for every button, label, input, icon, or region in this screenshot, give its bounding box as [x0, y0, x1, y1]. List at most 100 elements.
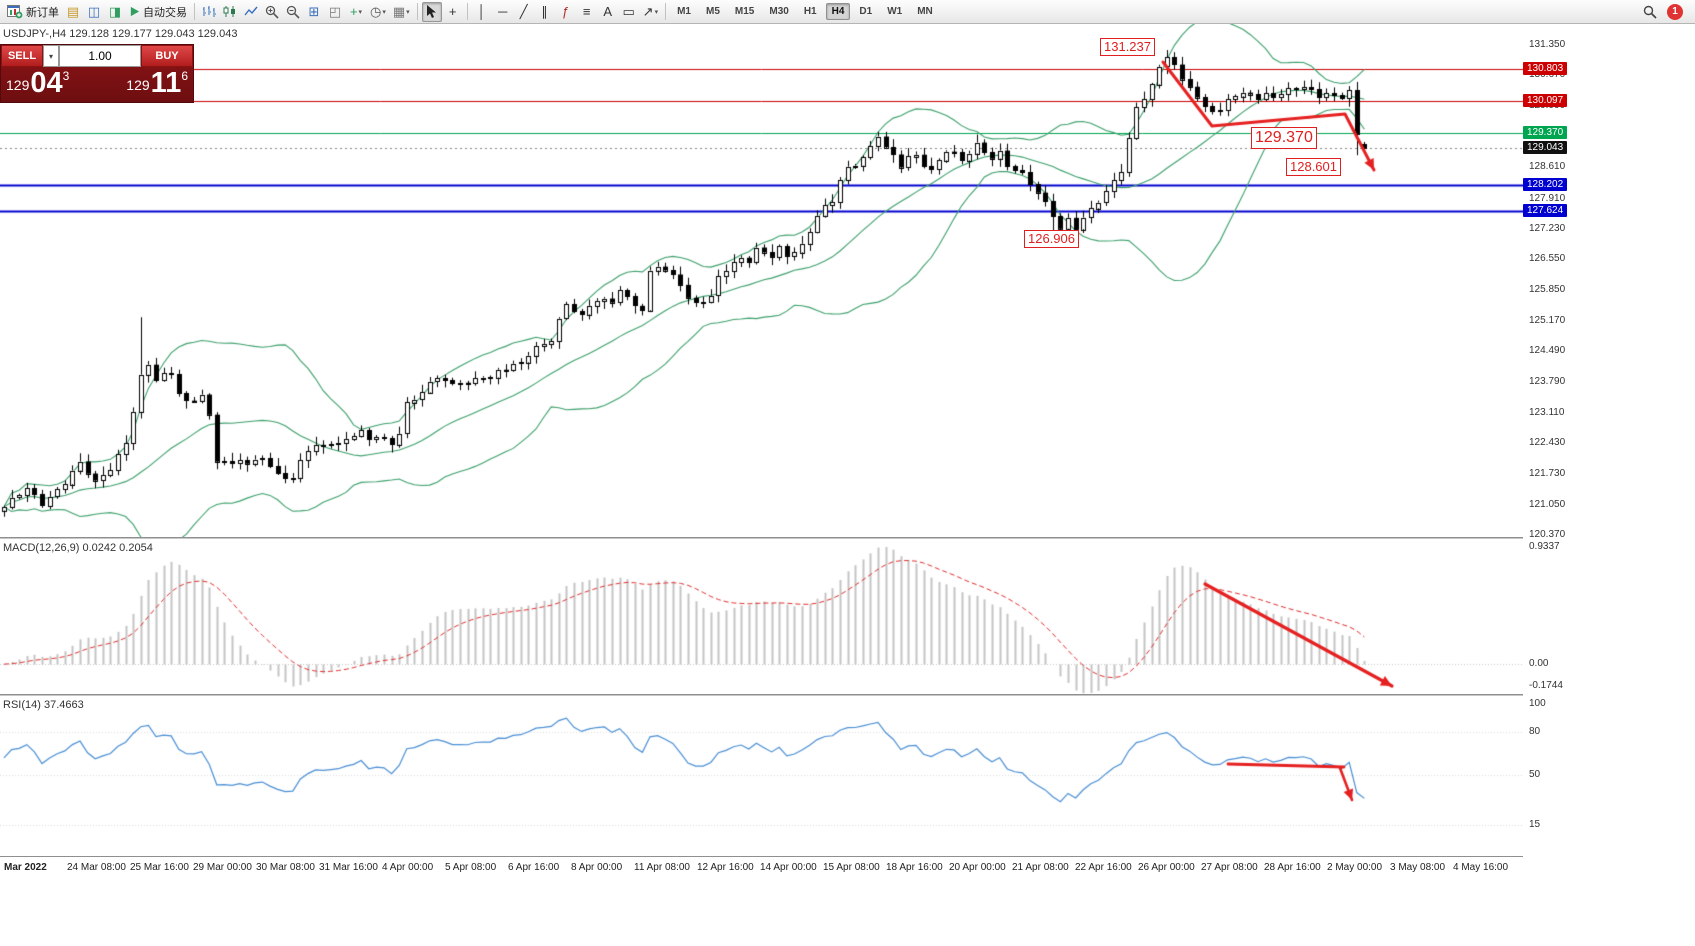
price-axis[interactable]: 131.350130.670129.990129.310128.610127.9…: [1523, 24, 1695, 857]
arrows-tool-icon: ↗: [642, 4, 654, 19]
search-icon[interactable]: [1640, 2, 1660, 22]
market-watch-icon[interactable]: ◫: [84, 2, 104, 22]
price-axis-label: 131.350: [1529, 39, 1566, 50]
navigator-icon[interactable]: ◨: [105, 2, 125, 22]
vertical-line-icon[interactable]: │: [472, 2, 492, 22]
price-axis-label: 123.790: [1529, 376, 1566, 388]
new-chart-icon[interactable]: + ▾: [346, 2, 366, 22]
bar-chart-mode-icon[interactable]: [199, 2, 219, 22]
zoom-in-icon[interactable]: [262, 2, 282, 22]
target-price-label[interactable]: 128.601: [1286, 158, 1341, 177]
time-axis-label: 4 Apr 00:00: [382, 862, 434, 873]
rsi-axis-label: 50: [1529, 769, 1541, 780]
time-axis-label: 14 Apr 00:00: [760, 862, 817, 873]
fibonacci-icon[interactable]: ƒ: [556, 2, 576, 22]
time-axis-label: 20 Apr 00:00: [949, 862, 1006, 873]
macd-axis-label: 0.00: [1529, 658, 1549, 670]
crosshair-icon: +: [448, 4, 457, 19]
panel-splitter[interactable]: [0, 537, 1695, 539]
price-axis-label: 127.230: [1529, 222, 1566, 234]
volume-box: [59, 45, 141, 67]
tile-windows-icon: ⊞: [308, 4, 320, 19]
buy-price-point: 6: [181, 69, 188, 83]
rsi-axis-label: 15: [1529, 818, 1541, 830]
time-axis-label: 3 May 08:00: [1390, 862, 1446, 873]
price-chart-canvas[interactable]: [0, 24, 1523, 537]
time-axis-label: 21 Apr 08:00: [1012, 862, 1069, 873]
new-order-button[interactable]: 新订单: [4, 2, 62, 22]
trendline-icon[interactable]: ╱: [514, 2, 534, 22]
timeframe-button-mn[interactable]: MN: [917, 6, 933, 17]
macd-panel-canvas[interactable]: [0, 539, 1523, 694]
time-axis-label: 24 Mar 08:00: [67, 862, 126, 873]
retest-price-label[interactable]: 129.370: [1251, 127, 1317, 149]
toolbar-separator: [416, 3, 418, 20]
price-axis-label: 127.910: [1529, 192, 1566, 204]
timeframe-button-d1[interactable]: D1: [859, 6, 873, 17]
buy-button[interactable]: BUY: [141, 45, 193, 67]
buy-price: 129 11 6: [126, 67, 188, 99]
arrows-tool-icon[interactable]: ↗ ▾: [640, 2, 661, 22]
volume-input[interactable]: [60, 46, 140, 66]
time-axis-label: 28 Apr 16:00: [1264, 862, 1321, 873]
volume-preset-dropdown[interactable]: ▾: [43, 45, 59, 67]
resistance-line-upper-price-tag[interactable]: 130.803: [1523, 62, 1568, 76]
cursor-icon[interactable]: [421, 1, 442, 22]
auto-trading-button[interactable]: 自动交易: [126, 2, 190, 22]
crosshair-icon[interactable]: +: [443, 2, 463, 22]
buy-price-pips: 11: [150, 67, 182, 99]
timeframe-button-m30[interactable]: M30: [769, 6, 789, 17]
chart-annotations-layer: 131.237 129.370 128.601 126.906: [0, 24, 1523, 537]
time-axis-label: 31 Mar 16:00: [319, 862, 378, 873]
chart-window-icon[interactable]: ▤: [63, 2, 83, 22]
chart-window-icon: ▤: [66, 4, 80, 19]
sell-price-pips: 04: [30, 67, 63, 99]
horizontal-line-icon[interactable]: ─: [493, 2, 513, 22]
line-chart-mode-icon[interactable]: [241, 2, 261, 22]
support-line-blue-lower-price-tag[interactable]: 127.624: [1523, 204, 1568, 218]
panel-splitter[interactable]: [0, 694, 1695, 696]
time-axis[interactable]: Mar 2022 24 Mar 08:00 25 Mar 16:00 29 Mar 0…: [0, 858, 1695, 880]
swing-low-price-label[interactable]: 126.906: [1024, 230, 1079, 249]
cascade-windows-icon[interactable]: ◰: [325, 2, 345, 22]
main-toolbar: 新订单 ▤ ◫ ◨ 自动交易 ⊞ ◰ + ▾ ◷ ▾ ▦ ▾ + │ ─ ╱ ∥ ƒ ≡ A ▭ ↗ ▾ M1 M5 M15 M30 H…: [0, 0, 1695, 24]
timeframe-button-m1[interactable]: M1: [677, 6, 691, 17]
rsi-panel-canvas[interactable]: [0, 696, 1523, 857]
chevron-down-icon: ▾: [382, 8, 386, 16]
macd-axis-label: 0.9337: [1529, 541, 1560, 552]
price-axis-label: 124.490: [1529, 345, 1566, 357]
tile-windows-icon[interactable]: ⊞: [304, 2, 324, 22]
support-line-green-price-tag[interactable]: 129.370: [1523, 126, 1568, 140]
notification-badge[interactable]: 1: [1667, 3, 1683, 20]
fibonacci-icon: ƒ: [562, 4, 570, 19]
zoom-out-icon[interactable]: [283, 2, 303, 22]
sell-button[interactable]: SELL: [1, 45, 43, 67]
time-axis-label: 26 Apr 00:00: [1138, 862, 1195, 873]
shapes-icon[interactable]: ≡: [577, 2, 597, 22]
horizontal-line-icon: ─: [498, 4, 508, 19]
timeframe-button-w1[interactable]: W1: [887, 6, 903, 17]
text-icon[interactable]: A: [598, 2, 618, 22]
equidistant-channel-icon[interactable]: ∥: [535, 2, 555, 22]
timeframe-button-h1[interactable]: H1: [803, 6, 817, 17]
support-line-blue-upper-price-tag[interactable]: 128.202: [1523, 178, 1568, 192]
templates-icon[interactable]: ▦ ▾: [390, 2, 413, 22]
resistance-line-lower-price-tag[interactable]: 130.097: [1523, 93, 1568, 107]
current-price-price-tag[interactable]: 129.043: [1523, 140, 1568, 154]
time-axis-label: Mar 2022: [4, 862, 47, 873]
timeframe-button-m15[interactable]: M15: [734, 6, 755, 17]
candlestick-mode-icon[interactable]: [220, 2, 240, 22]
price-axis-label: 122.430: [1529, 437, 1566, 449]
peak-price-label[interactable]: 131.237: [1100, 38, 1155, 57]
zoom-in-icon-icon: [265, 5, 279, 19]
timeframe-button-h4[interactable]: H4: [825, 3, 851, 20]
line-chart-mode-icon-icon: [244, 5, 258, 18]
toolbar-separator: [466, 3, 468, 20]
period-clock-icon[interactable]: ◷ ▾: [367, 2, 389, 22]
text-label-icon[interactable]: ▭: [619, 2, 639, 22]
period-clock-icon: ◷: [370, 4, 382, 19]
search-icon-icon: [1643, 5, 1657, 19]
timeframe-button-m5[interactable]: M5: [706, 6, 720, 17]
trade-panel-prices: 129 04 3 129 11 6: [1, 67, 193, 102]
chevron-down-icon: ▾: [48, 51, 53, 61]
